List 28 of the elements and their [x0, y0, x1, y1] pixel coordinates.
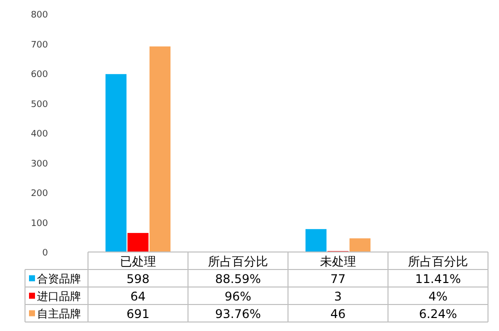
y-tick-label: 300 — [30, 159, 48, 170]
y-tick-label: 100 — [30, 218, 48, 229]
y-tick-label: 200 — [30, 189, 48, 199]
data-label: 46 — [330, 306, 346, 321]
legend-label: 自主品牌 — [37, 307, 81, 320]
data-label: 93.76% — [215, 306, 261, 321]
data-label: 6.24% — [418, 306, 458, 321]
data-label: 4% — [428, 289, 448, 304]
data-label: 691 — [126, 306, 150, 321]
data-label: 3 — [334, 289, 342, 304]
legend-label: 合资品牌 — [37, 272, 81, 286]
data-label: 88.59% — [215, 272, 261, 286]
y-tick-label: 600 — [30, 70, 48, 80]
data-label: 96% — [224, 289, 252, 304]
y-tick-label: 800 — [30, 10, 48, 20]
data-label: 598 — [126, 272, 150, 286]
y-tick-label: 700 — [30, 40, 48, 50]
y-tick-label: 0 — [42, 248, 48, 258]
data-label: 64 — [130, 289, 146, 304]
x-tick-label: 未处理 — [320, 254, 356, 268]
x-tick-label: 已处理 — [120, 254, 156, 268]
data-label: 11.41% — [415, 272, 461, 286]
data-label: 77 — [330, 272, 346, 286]
x-tick-label: 所占百分比 — [408, 254, 468, 268]
y-tick-label: 400 — [30, 130, 48, 140]
y-tick-label: 500 — [30, 100, 48, 110]
legend-label: 进口品牌 — [37, 290, 81, 303]
x-tick-label: 所占百分比 — [208, 254, 268, 268]
